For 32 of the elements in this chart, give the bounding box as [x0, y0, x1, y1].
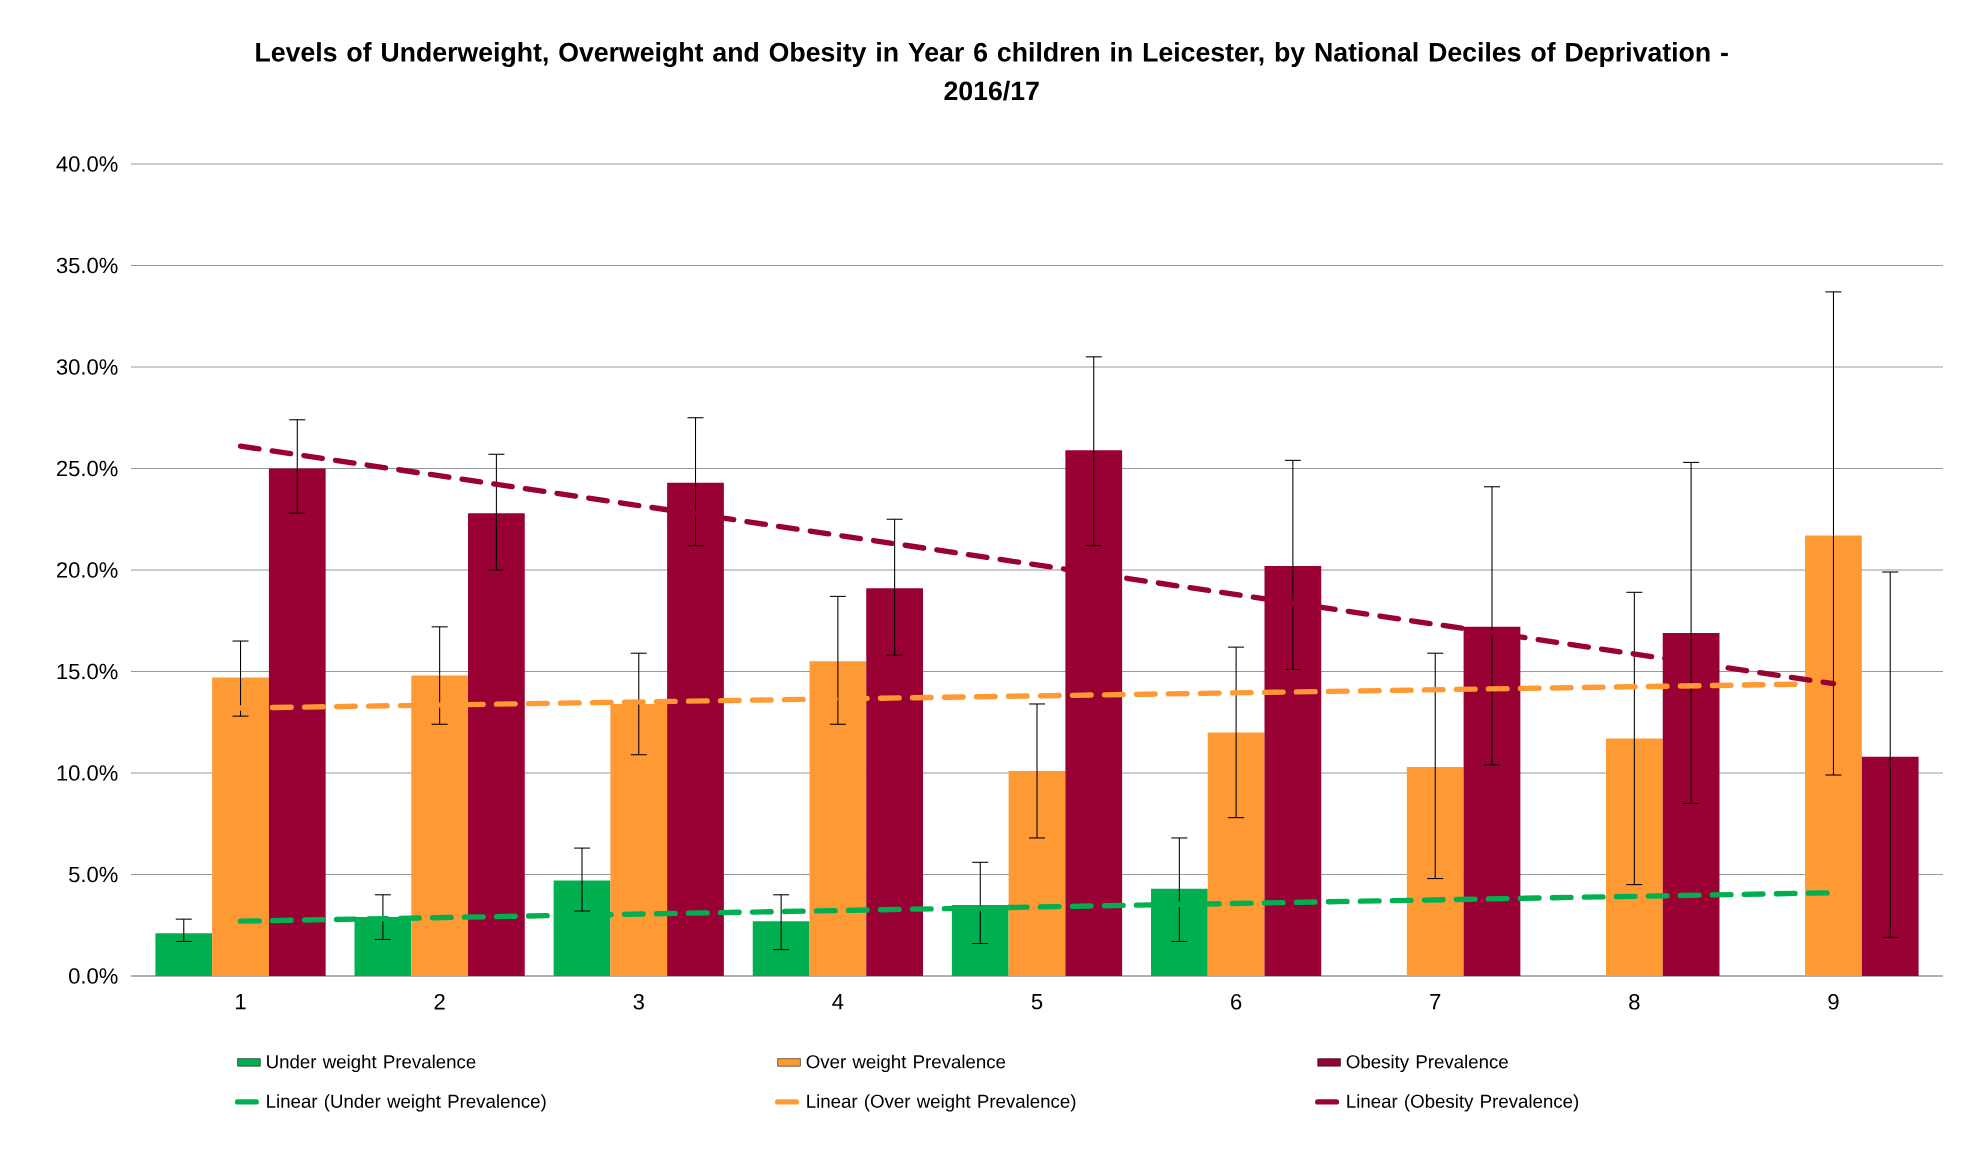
y-tick-label: 30.0% [56, 359, 118, 375]
legend-label: Obesity Prevalence [1346, 1054, 1508, 1073]
bar [866, 588, 923, 976]
y-tick-label: 0.0% [69, 968, 118, 984]
x-tick-label: 7 [1430, 994, 1441, 1010]
y-tick-label: 35.0% [56, 257, 118, 274]
x-tick-label: 4 [832, 994, 844, 1010]
y-tick-label: 40.0% [56, 156, 118, 172]
x-tick-label: 8 [1629, 994, 1640, 1010]
x-tick-label: 9 [1828, 994, 1839, 1010]
legend-label: Under weight Prevalence [267, 1054, 476, 1073]
bar [268, 468, 326, 976]
legend-label: Linear (Under weight Prevalence) [267, 1094, 546, 1112]
legend-label: Linear (Obesity Prevalence) [1347, 1094, 1579, 1112]
y-tick-label: 10.0% [57, 765, 118, 781]
x-tick-label: 3 [633, 994, 644, 1010]
bar [468, 513, 525, 976]
x-tick-label: 5 [1031, 994, 1043, 1010]
y-tick-label: 15.0% [57, 663, 118, 680]
legend-label: Over weight Prevalence [806, 1054, 1006, 1073]
y-tick-label: 20.0% [57, 562, 118, 578]
legend-label: Linear (Over weight Prevalence) [807, 1094, 1076, 1112]
bar [155, 933, 213, 976]
x-tick-label: 6 [1231, 994, 1242, 1010]
y-tick-label: 5.0% [69, 866, 118, 883]
chart-title: Levels of Underweight, Overweight and Obesity in Year 6 children in Leicester, by National Deciles of Deprivation - 2016/17 [256, 42, 1728, 101]
bar [1207, 732, 1265, 976]
y-tick-label: 25.0% [57, 460, 118, 477]
x-tick-label: 1 [236, 994, 246, 1010]
x-tick-label: 2 [434, 994, 445, 1010]
bar [752, 921, 810, 976]
bar [1008, 770, 1066, 976]
